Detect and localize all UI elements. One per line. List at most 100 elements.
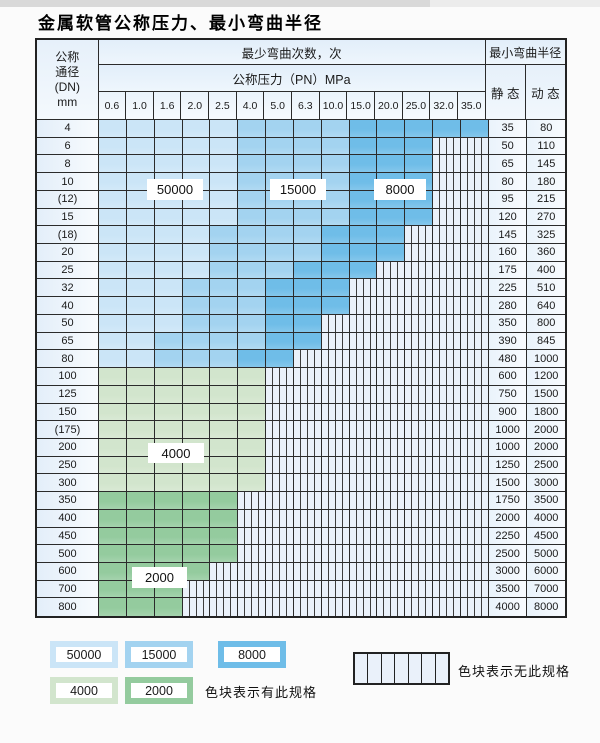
spec-cell-g4 [182, 385, 211, 404]
no-spec-cell [460, 137, 489, 156]
spec-cell-b15 [154, 350, 183, 369]
no-spec-cell [238, 580, 267, 599]
no-spec-cell [321, 545, 350, 563]
table-row: 32 225 510 [37, 279, 565, 298]
dynamic-radius-value: 510 [527, 279, 565, 298]
no-spec-cell [433, 314, 461, 333]
hatch-stripe [382, 654, 396, 683]
page-title: 金属软管公称压力、最小弯曲半径 [38, 14, 323, 34]
dynamic-radius-value: 2500 [527, 456, 565, 475]
table-row: 700 3500 7000 [37, 580, 565, 599]
spec-cell-b15 [293, 137, 322, 156]
table-row: 6 50 110 [37, 137, 565, 156]
no-spec-cell [405, 403, 434, 422]
no-spec-cell [238, 527, 267, 546]
no-spec-cell [405, 598, 434, 617]
no-spec-cell [349, 403, 378, 422]
dynamic-radius-value: 4000 [527, 509, 565, 528]
table-row: 20 160 360 [37, 244, 565, 262]
no-spec-cell [460, 244, 489, 262]
dn-header-line: mm [57, 94, 78, 109]
dynamic-radius-value: 360 [527, 244, 565, 262]
no-spec-cell [405, 474, 434, 493]
spec-cell-b8 [293, 261, 322, 280]
spec-cell-b50 [154, 120, 183, 138]
no-spec-swatch [353, 652, 450, 685]
spec-cell-b8 [405, 155, 434, 174]
no-spec-cell [266, 509, 294, 528]
hatch-stripe [368, 654, 382, 683]
no-spec-cell [460, 598, 489, 617]
spec-cell-g2 [99, 598, 127, 617]
no-spec-cell [321, 580, 350, 599]
spec-cell-b50 [99, 137, 127, 156]
spec-cell-b50 [210, 208, 239, 227]
spec-cell-b50 [99, 332, 127, 351]
spec-cell-g2 [126, 509, 155, 528]
no-spec-cell [460, 509, 489, 528]
static-radius-value: 750 [488, 385, 528, 404]
hatch-stripe [355, 654, 369, 683]
spec-cell-b50 [126, 314, 155, 333]
spec-cell-b8 [377, 208, 406, 227]
spec-cell-g4 [238, 438, 267, 457]
no-spec-cell [377, 456, 406, 475]
pressure-col-header: 25.0 [402, 92, 431, 120]
spec-cell-b50 [99, 208, 127, 227]
static-radius-value: 80 [488, 173, 528, 191]
legend-swatch-15000: 15000 [125, 641, 193, 668]
dynamic-radius-value: 270 [527, 208, 565, 227]
dynamic-radius-value: 4500 [527, 527, 565, 546]
no-spec-cell [293, 438, 322, 457]
spec-cell-b50 [210, 155, 239, 174]
row-dn-label: 20 [37, 244, 99, 262]
no-spec-cell [460, 562, 489, 581]
dynamic-radius-value: 6000 [527, 562, 565, 581]
no-spec-cell [433, 598, 461, 617]
row-dn-label: 50 [37, 314, 99, 333]
legend-has-spec-text: 色块表示有此规格 [205, 685, 318, 700]
dynamic-radius-value: 325 [527, 226, 565, 245]
spec-cell-b50 [99, 173, 127, 191]
spec-cell-g4 [154, 421, 183, 439]
dynamic-radius-value: 3500 [527, 492, 565, 510]
row-dn-label: (18) [37, 226, 99, 245]
static-radius-value: 50 [488, 137, 528, 156]
pressure-col-header: 6.3 [292, 92, 320, 120]
spec-cell-g4 [210, 438, 239, 457]
no-spec-cell [349, 297, 378, 315]
spec-cell-b50 [126, 279, 155, 298]
no-spec-cell [433, 492, 461, 510]
cycle-count-label: 15000 [270, 179, 326, 200]
no-spec-cell [182, 598, 211, 617]
no-spec-cell [377, 545, 406, 563]
no-spec-cell [321, 474, 350, 493]
no-spec-cell [433, 155, 461, 174]
spec-cell-g4 [99, 403, 127, 422]
spec-cell-b15 [293, 155, 322, 174]
dynamic-radius-value: 145 [527, 155, 565, 174]
no-spec-cell [377, 474, 406, 493]
spec-cell-b50 [126, 350, 155, 369]
spec-cell-g2 [126, 527, 155, 546]
static-radius-value: 35 [488, 120, 528, 138]
no-spec-cell [460, 261, 489, 280]
spec-cell-g4 [154, 385, 183, 404]
spec-cell-b50 [154, 208, 183, 227]
no-spec-cell [266, 562, 294, 581]
static-radius-value: 900 [488, 403, 528, 422]
no-spec-cell [349, 527, 378, 546]
spec-cell-g4 [126, 456, 155, 475]
no-spec-cell [405, 492, 434, 510]
row-dn-label: 600 [37, 562, 99, 581]
legend-swatch-50000: 50000 [50, 641, 118, 668]
spec-cell-b50 [99, 190, 127, 209]
static-radius-value: 480 [488, 350, 528, 369]
cycle-count-label: 2000 [132, 567, 187, 588]
no-spec-cell [405, 545, 434, 563]
spec-cell-b8 [321, 279, 350, 298]
spec-cell-b15 [238, 314, 267, 333]
table-row: 50 350 800 [37, 314, 565, 333]
spec-cell-b15 [238, 190, 267, 209]
spec-cell-b15 [238, 226, 267, 245]
